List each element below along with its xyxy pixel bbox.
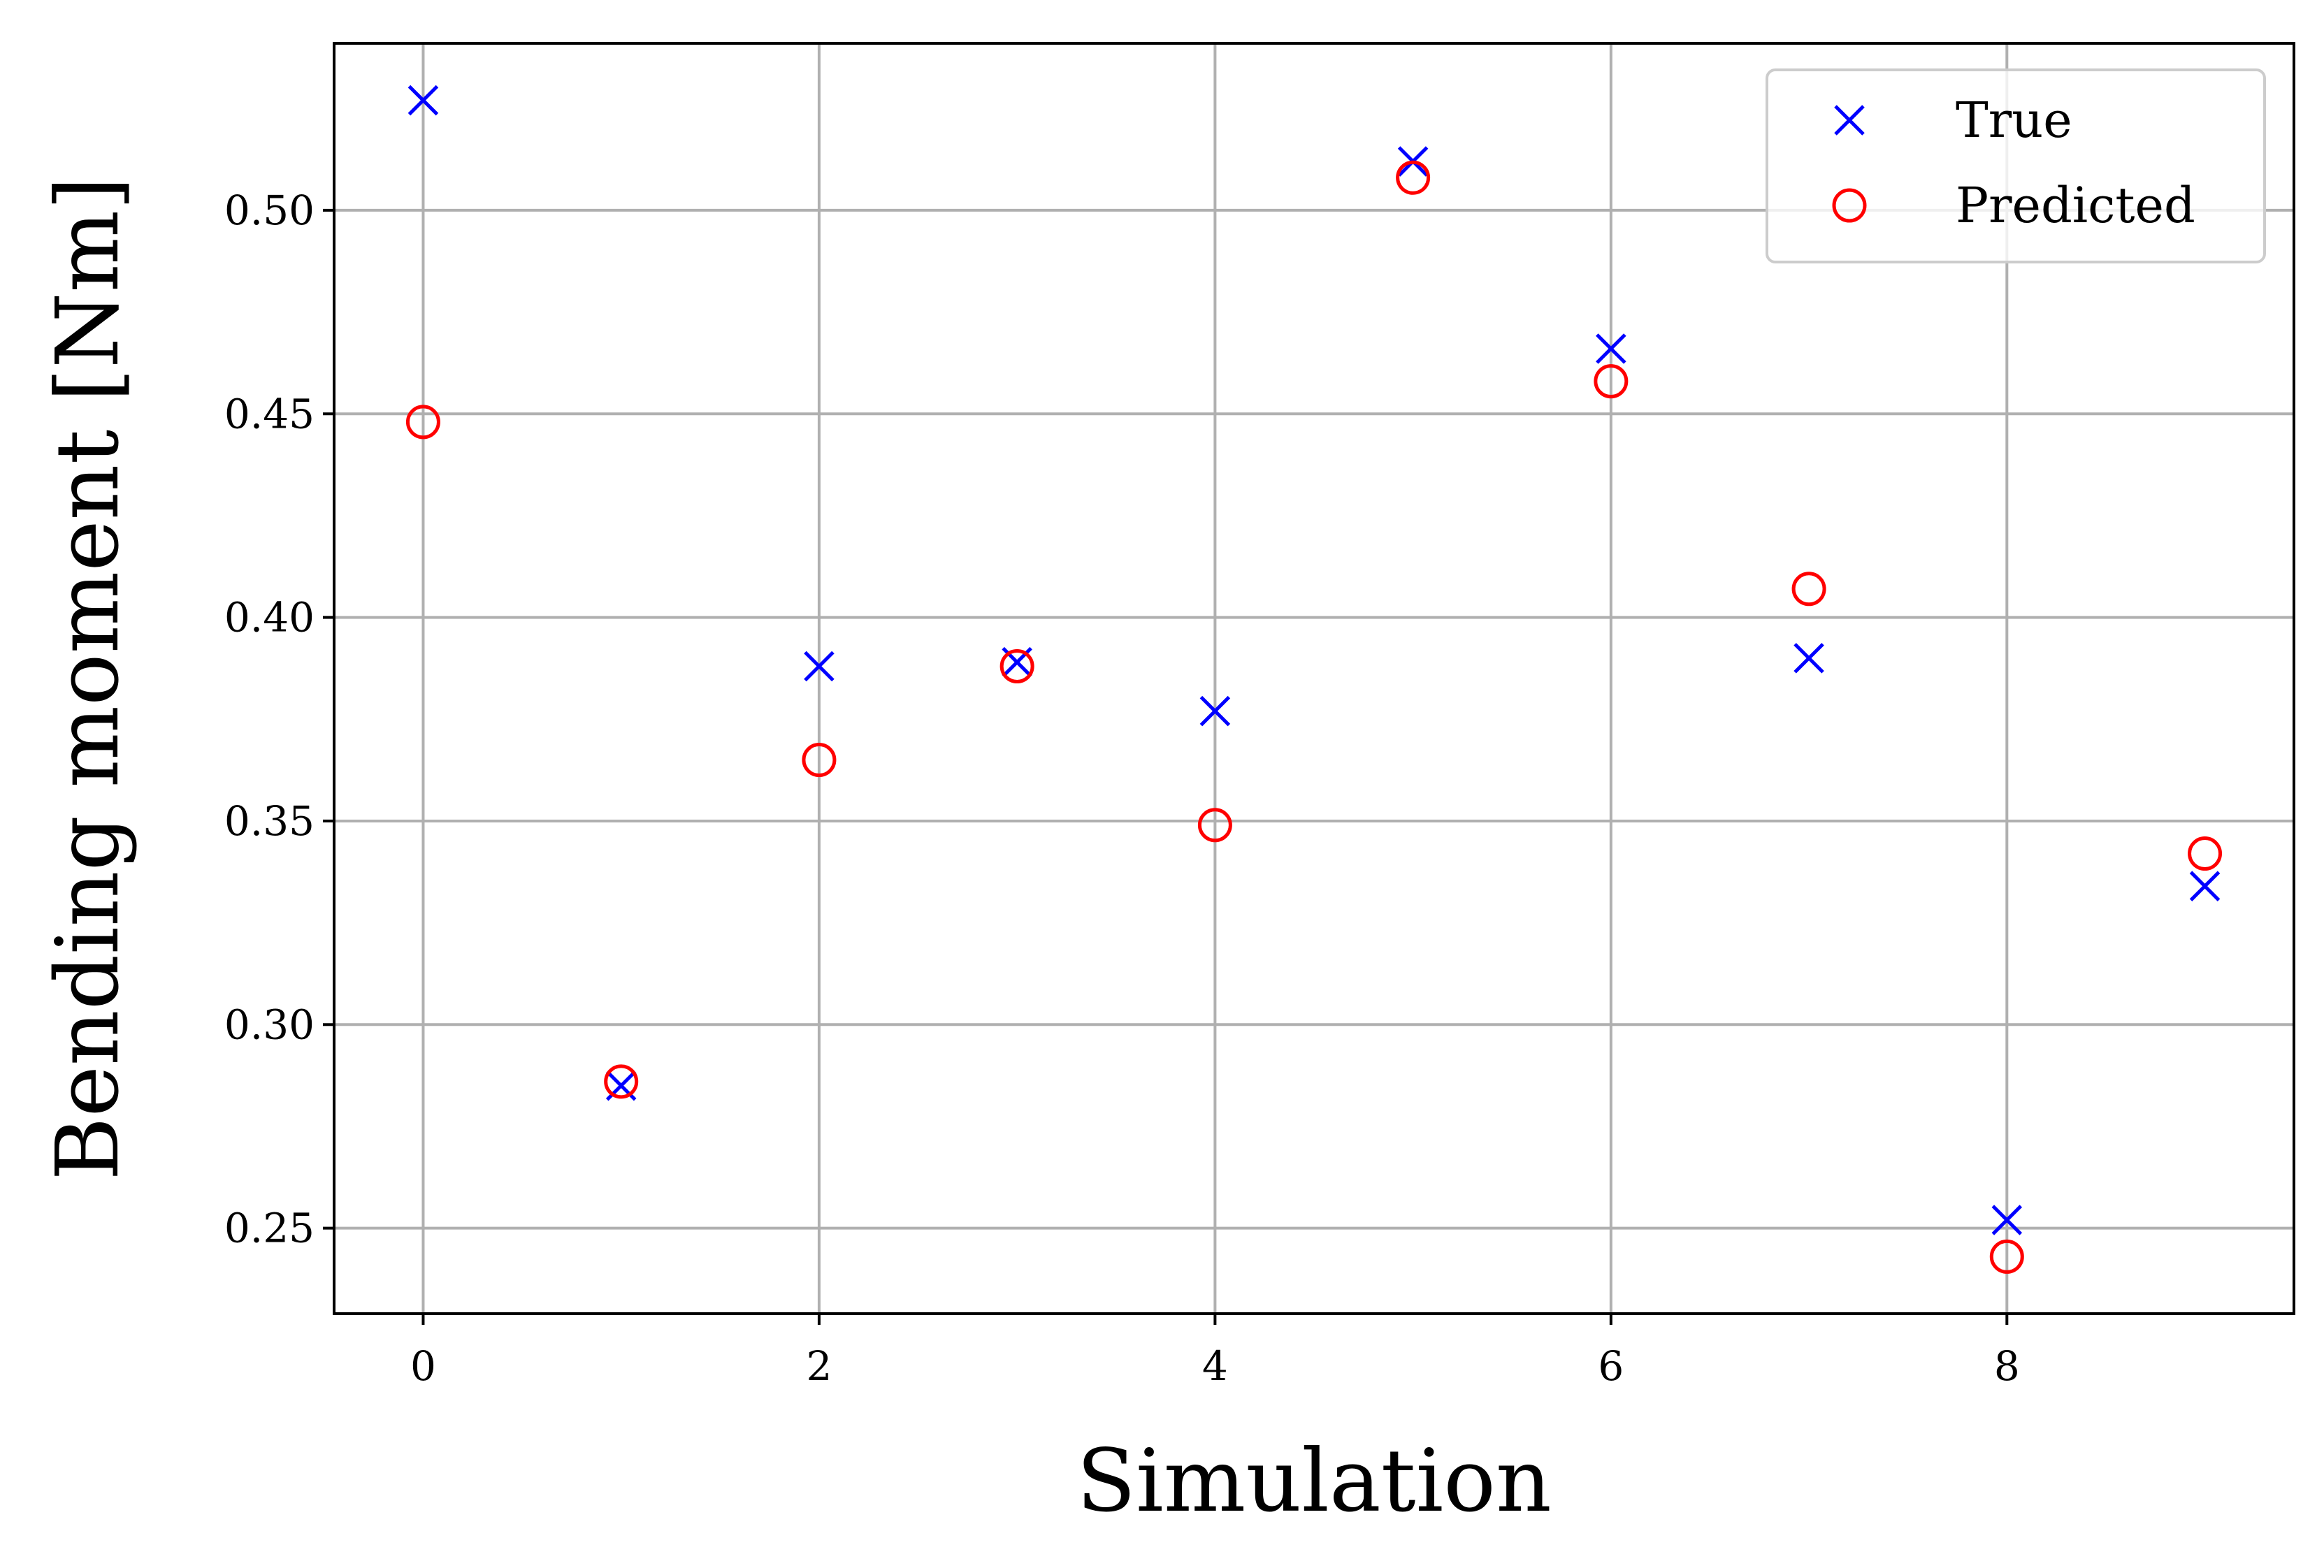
x-tick-label: 4 (1202, 1342, 1228, 1390)
y-tick-label: 0.50 (224, 187, 315, 234)
point-true (1793, 643, 1824, 674)
y-tick-label: 0.25 (224, 1205, 315, 1252)
x-axis-ticks: 0 2 4 6 8 (410, 1314, 2020, 1390)
point-predicted (1594, 364, 1629, 399)
point-true (407, 85, 439, 116)
point-predicted (1791, 572, 1826, 607)
y-tick-label: 0.40 (224, 594, 315, 641)
x-axis-title: Simulation (1076, 1431, 1552, 1532)
point-predicted (1396, 160, 1431, 195)
x-tick-label: 8 (1994, 1342, 2020, 1390)
legend-label-predicted: Predicted (1956, 177, 2195, 234)
point-predicted (405, 405, 440, 440)
point-predicted (2188, 836, 2223, 871)
series-layer (405, 85, 2223, 1274)
y-tick-label: 0.30 (224, 1001, 315, 1048)
plot-frame (333, 42, 2295, 1315)
y-axis-ticks: 0.25 0.30 0.35 0.40 0.45 0.50 (224, 187, 334, 1252)
point-predicted (1989, 1239, 2024, 1274)
x-tick-label: 0 (410, 1342, 436, 1390)
point-predicted (1197, 808, 1232, 843)
legend: True Predicted (1766, 68, 2266, 263)
x-tick-label: 2 (806, 1342, 832, 1390)
point-predicted (802, 743, 837, 778)
legend-marker-true (1834, 105, 1865, 136)
legend-marker-predicted (1832, 188, 1867, 223)
point-predicted (604, 1064, 639, 1099)
point-true (1199, 695, 1231, 727)
series-predicted (405, 160, 2223, 1274)
x-tick-label: 6 (1598, 1342, 1624, 1390)
point-true (804, 651, 835, 682)
point-true (1991, 1205, 2023, 1235)
point-predicted (999, 649, 1034, 684)
y-axis-title: Bending moment [Nm] (38, 176, 138, 1180)
point-true (1596, 333, 1626, 364)
y-tick-label: 0.45 (224, 390, 315, 437)
y-tick-label: 0.35 (224, 797, 315, 845)
point-true (2189, 871, 2221, 901)
legend-label-true: True (1956, 92, 2072, 149)
legend-box (1766, 68, 2266, 263)
